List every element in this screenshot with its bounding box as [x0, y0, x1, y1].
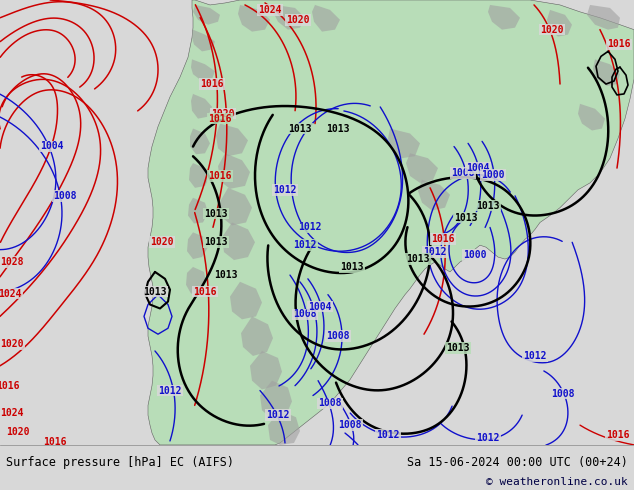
Polygon shape [220, 188, 252, 225]
Polygon shape [216, 123, 248, 156]
Text: 1008: 1008 [551, 389, 575, 398]
Text: Sa 15-06-2024 00:00 UTC (00+24): Sa 15-06-2024 00:00 UTC (00+24) [407, 456, 628, 468]
Text: 1016: 1016 [0, 381, 20, 391]
Text: 1004: 1004 [466, 163, 489, 173]
Polygon shape [188, 198, 208, 223]
Text: 1004: 1004 [308, 301, 332, 312]
Polygon shape [241, 317, 273, 356]
Polygon shape [250, 351, 282, 390]
Text: 1012: 1012 [158, 386, 182, 395]
Polygon shape [260, 381, 292, 419]
Polygon shape [578, 104, 605, 130]
Text: 1008: 1008 [451, 168, 475, 178]
Text: 1024: 1024 [258, 5, 281, 15]
Polygon shape [186, 267, 206, 294]
Text: 1012: 1012 [266, 410, 290, 420]
Text: 1013: 1013 [288, 123, 312, 134]
Text: 1008: 1008 [53, 191, 77, 201]
Polygon shape [191, 59, 215, 81]
Text: 1008: 1008 [294, 309, 317, 319]
Polygon shape [189, 163, 210, 188]
Polygon shape [238, 5, 270, 32]
Text: 1012: 1012 [376, 430, 400, 440]
Polygon shape [547, 10, 572, 37]
Text: 1016: 1016 [193, 287, 217, 296]
Text: 1000: 1000 [481, 170, 505, 180]
Text: 1020: 1020 [211, 109, 235, 119]
Text: © weatheronline.co.uk: © weatheronline.co.uk [486, 477, 628, 487]
Text: 1016: 1016 [607, 40, 631, 49]
Polygon shape [230, 282, 262, 319]
Text: Surface pressure [hPa] EC (AIFS): Surface pressure [hPa] EC (AIFS) [6, 456, 234, 468]
Text: 1013: 1013 [446, 343, 470, 353]
Text: 1013: 1013 [476, 200, 500, 211]
Polygon shape [222, 222, 255, 260]
Text: 1013: 1013 [143, 287, 167, 296]
Text: 1013: 1013 [327, 123, 350, 134]
Text: 1012: 1012 [523, 351, 547, 361]
Polygon shape [418, 180, 450, 211]
Text: 1008: 1008 [318, 398, 342, 408]
Text: 1028: 1028 [0, 257, 23, 267]
Text: 1016: 1016 [606, 430, 630, 440]
Polygon shape [218, 153, 250, 189]
Polygon shape [273, 5, 305, 30]
Text: 1016: 1016 [208, 171, 232, 181]
Text: 1020: 1020 [540, 24, 564, 35]
Text: 1016: 1016 [208, 114, 232, 123]
Polygon shape [593, 59, 620, 86]
Text: 1012: 1012 [273, 185, 297, 195]
Text: 1004: 1004 [40, 141, 64, 151]
Text: 1016: 1016 [200, 79, 224, 89]
Text: 1012: 1012 [424, 247, 447, 257]
Text: 1020: 1020 [0, 339, 23, 349]
Polygon shape [388, 128, 420, 158]
Polygon shape [192, 30, 215, 51]
Text: 1020: 1020 [6, 427, 30, 437]
Text: 1020: 1020 [286, 15, 310, 25]
Polygon shape [187, 232, 208, 259]
Text: 1008: 1008 [327, 331, 350, 341]
Polygon shape [191, 94, 212, 119]
Text: 1013: 1013 [214, 270, 238, 280]
Text: 1012: 1012 [294, 240, 317, 250]
Text: 1013: 1013 [406, 254, 430, 264]
Text: 1024: 1024 [0, 289, 22, 298]
Polygon shape [406, 153, 438, 183]
Text: 1008: 1008 [339, 420, 362, 430]
Text: 1012: 1012 [298, 222, 321, 232]
Polygon shape [488, 5, 520, 30]
Text: 1013: 1013 [204, 237, 228, 247]
Text: 1013: 1013 [340, 262, 364, 272]
Text: 1000: 1000 [463, 250, 487, 260]
Polygon shape [268, 410, 300, 445]
Text: 1013: 1013 [204, 209, 228, 219]
Text: 1020: 1020 [150, 237, 174, 247]
Polygon shape [148, 0, 634, 445]
Text: 1013: 1013 [454, 213, 478, 222]
Polygon shape [193, 5, 220, 24]
Polygon shape [587, 5, 620, 30]
Polygon shape [190, 128, 210, 154]
Text: 1016: 1016 [43, 437, 67, 447]
Text: 1012: 1012 [476, 433, 500, 443]
Text: 1016: 1016 [431, 234, 455, 245]
Polygon shape [312, 5, 340, 32]
Text: 1024: 1024 [0, 408, 23, 418]
